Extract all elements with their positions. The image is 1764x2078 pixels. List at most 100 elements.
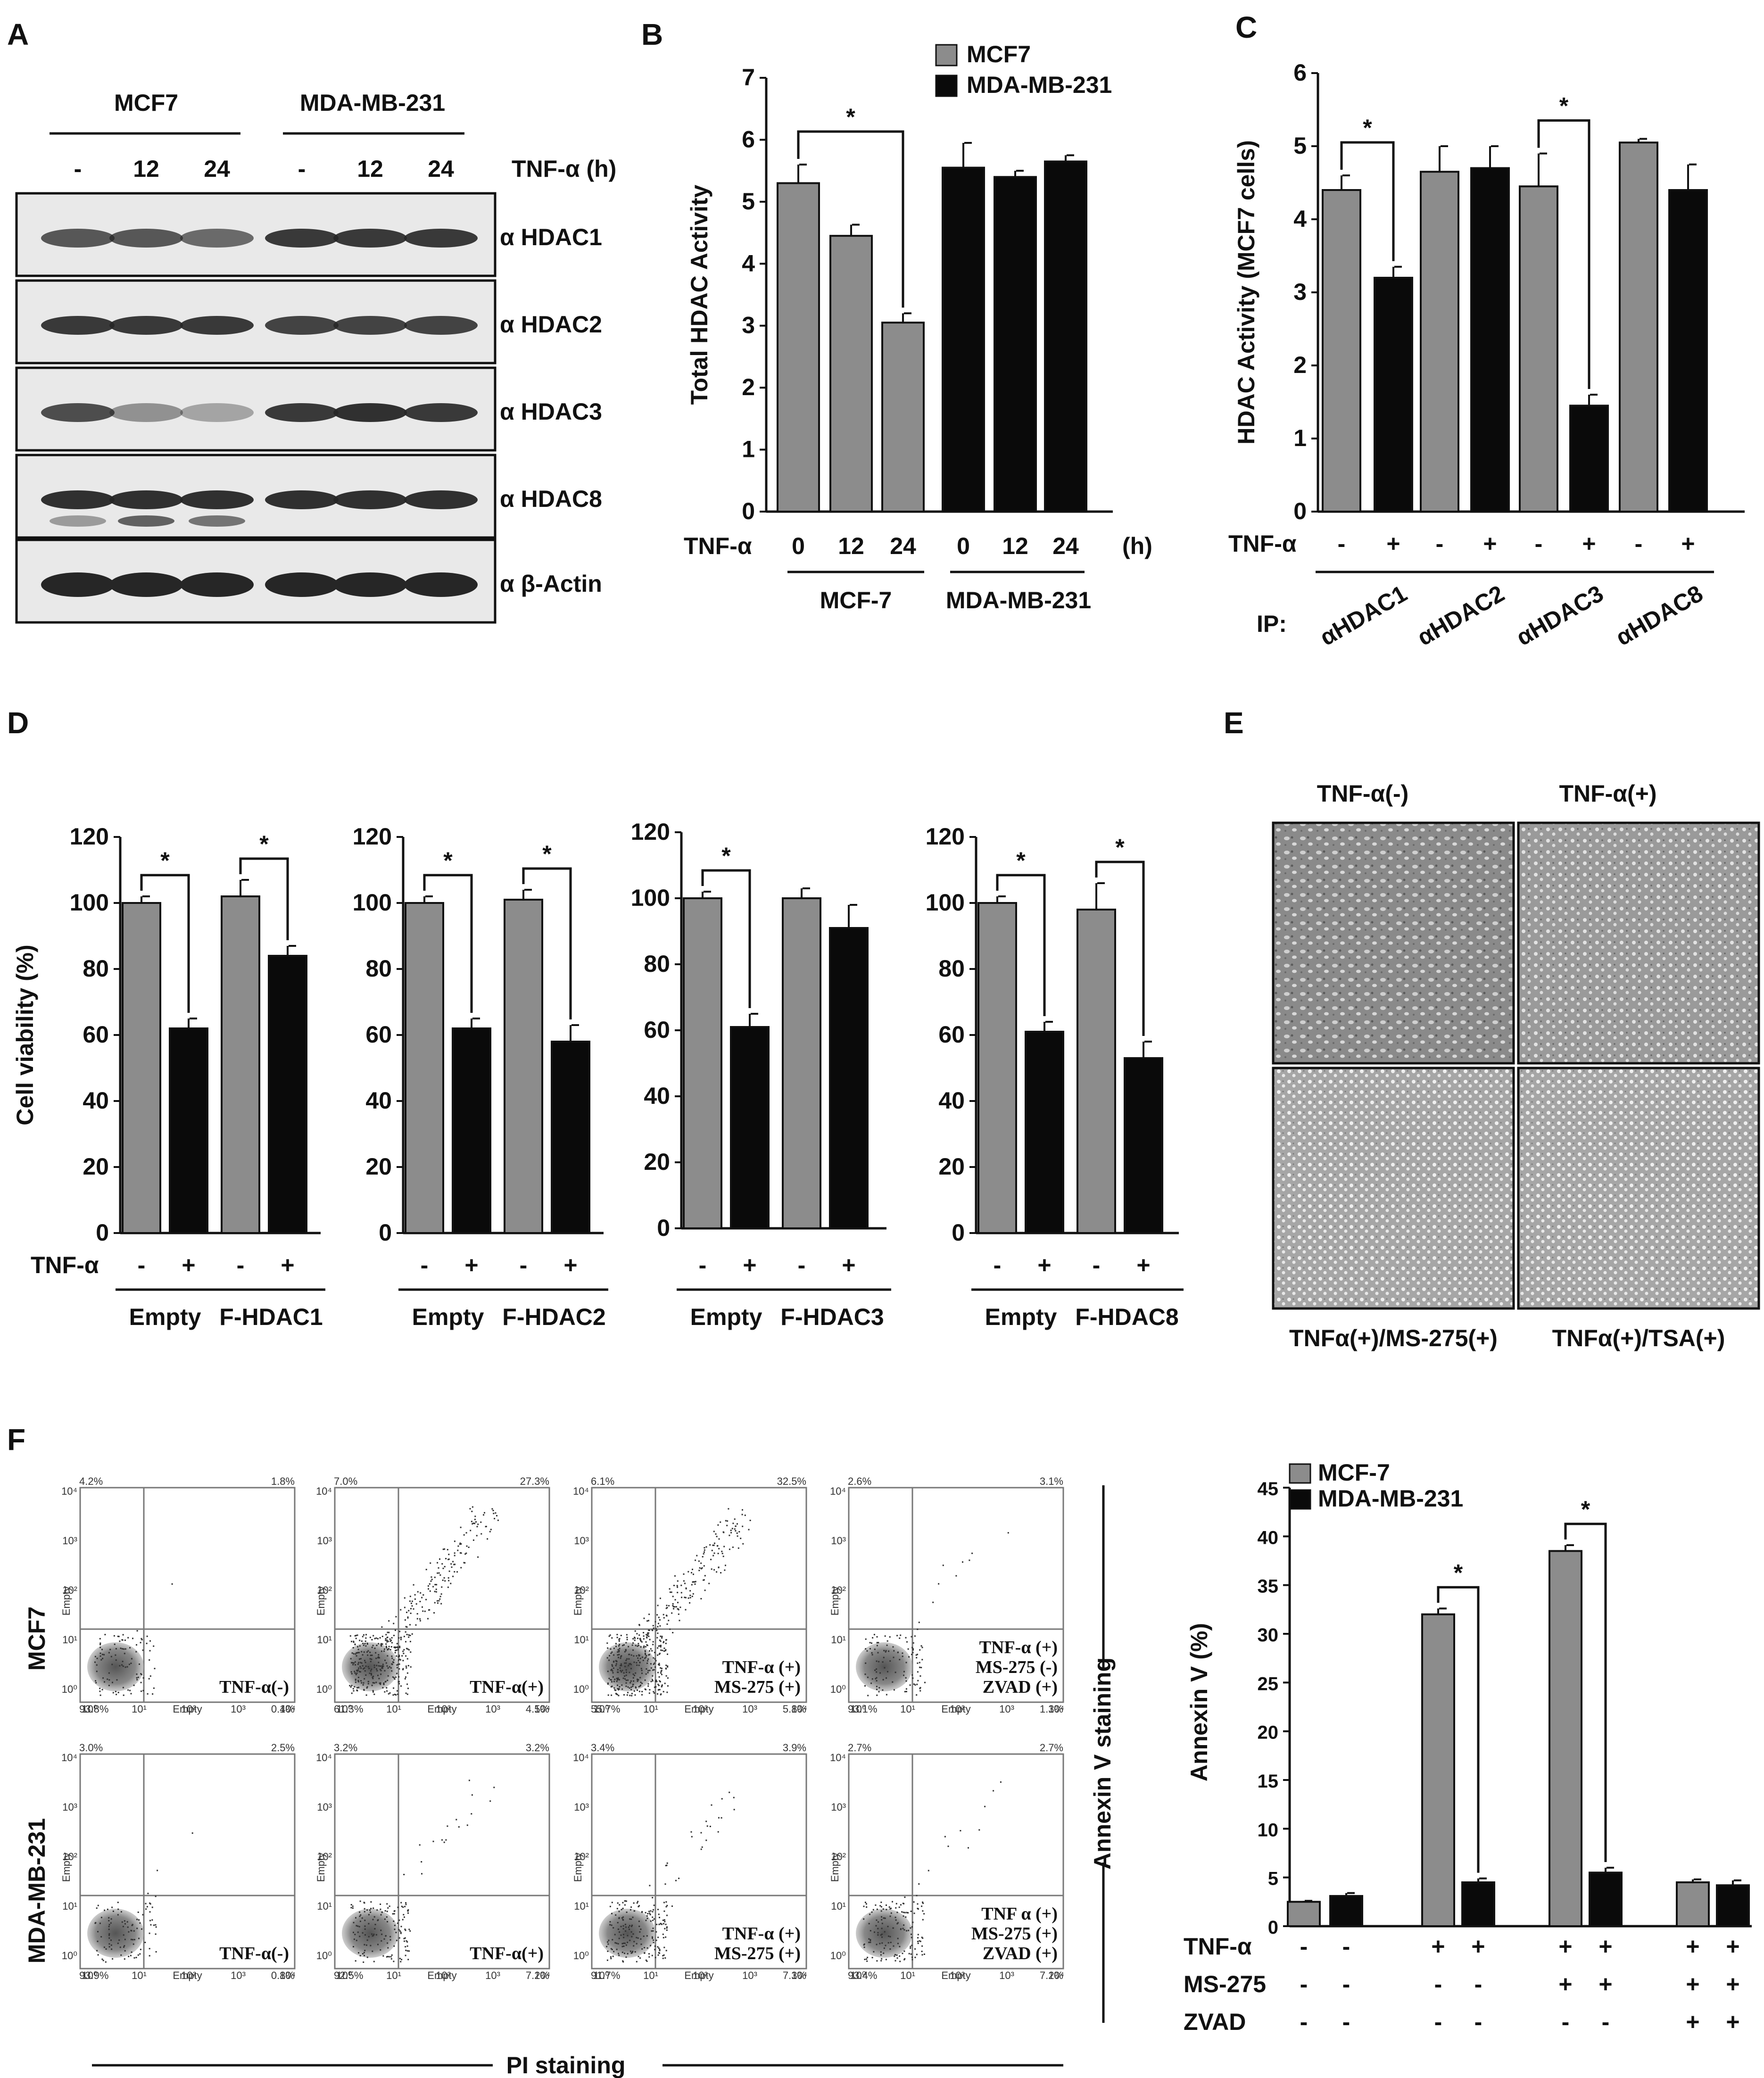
bar	[221, 895, 260, 1234]
micrograph-tnf-positive	[1517, 821, 1760, 1065]
flow-x-tick: 10³	[231, 1970, 246, 1981]
group-label: Empty	[985, 1304, 1057, 1330]
y-tick-label: 100	[353, 889, 392, 916]
y-tick-label: 0	[952, 1219, 965, 1246]
quadrant-pct: 2.6%	[848, 1475, 871, 1487]
bar	[1676, 1881, 1710, 1927]
x-tick-label: 0	[957, 533, 970, 559]
flow-y-axis-name: Empty	[829, 1853, 841, 1882]
flow-x-tick: 10²	[181, 1970, 196, 1981]
flow-x-tick: 10³	[742, 1703, 757, 1715]
ip-group-label: αHDAC2	[1413, 580, 1509, 651]
significance-bracket	[996, 874, 1046, 1016]
condition-mark: +	[1471, 1933, 1485, 1960]
quadrant-pct: 7.2%	[526, 1970, 549, 1981]
flow-y-axis-name: Empty	[315, 1586, 327, 1615]
legend-swatch	[935, 44, 958, 66]
chart-c: 0 1 2 3 4 5 6 * * C HDAC Activity (MCF7 cells) TNF-…	[1228, 10, 1745, 651]
bar	[1549, 1550, 1582, 1927]
bar	[881, 322, 925, 513]
quadrant-pct: 1.3%	[1040, 1703, 1063, 1715]
flow-x-tick: 10¹	[900, 1970, 915, 1981]
bar	[777, 182, 820, 513]
condition-mark: -	[1602, 2009, 1610, 2035]
y-tick-label: 60	[365, 1021, 392, 1048]
cell-population	[856, 1642, 912, 1691]
bar	[1619, 141, 1658, 513]
flow-y-tick: 10²	[62, 1851, 77, 1863]
x-tick-label: -	[1338, 530, 1346, 557]
panel-e: E TNF-α(-) TNF-α(+) TNFα(+)/MS-275(+) TN…	[1224, 706, 1760, 1351]
flow-y-tick: 10³	[62, 1535, 77, 1547]
x-tick-label: +	[1386, 530, 1400, 557]
blot-band	[333, 316, 407, 335]
lane-label: 24	[428, 156, 454, 182]
panel-f: F MCF7 MDA-MB-231 4.2% 1.8% 93.8% 0.4% 10⁰ 10…	[7, 1423, 1116, 2078]
panel-a-treatment: TNF-α (h)	[512, 156, 616, 182]
x-tick-label: 24	[1052, 533, 1079, 559]
bar	[1025, 1031, 1064, 1234]
bar	[1287, 1901, 1321, 1927]
flow-y-tick: 10⁴	[316, 1752, 332, 1763]
quadrant-pct: 3.1%	[1040, 1475, 1063, 1487]
bar	[829, 235, 873, 513]
flow-y-tick: 10⁴	[830, 1752, 846, 1763]
flow-y-tick: 10²	[574, 1584, 589, 1596]
significance-star: *	[1115, 834, 1125, 861]
flow-condition-label: TNF-α (+)	[722, 1924, 801, 1944]
flow-y-tick: 10⁰	[62, 1950, 77, 1962]
significance-star: *	[1559, 93, 1569, 119]
flow-y-tick: 10³	[62, 1801, 77, 1813]
flow-y-tick: 10⁰	[316, 1683, 332, 1695]
flow-y-tick: 10⁴	[316, 1485, 332, 1497]
x-tick-label: 12	[838, 533, 864, 559]
y-tick-label: 0	[379, 1219, 392, 1246]
significance-star: *	[1363, 115, 1372, 141]
y-tick-label: 7	[742, 64, 755, 91]
flow-y-tick: 10¹	[831, 1634, 846, 1646]
y-tick-label: 20	[1258, 1722, 1279, 1743]
flow-x-tick: 10³	[742, 1970, 757, 1981]
flow-y-tick: 10³	[317, 1535, 332, 1547]
condition-mark: -	[1474, 1971, 1482, 1997]
y-tick-label: 100	[926, 889, 965, 916]
flow-y-tick: 10³	[317, 1801, 332, 1813]
x-tick-label: +	[1483, 530, 1497, 557]
condition-mark: +	[1558, 1971, 1572, 1997]
flow-condition-label: TNF α (+)	[981, 1904, 1058, 1924]
y-tick-label: 60	[83, 1021, 109, 1048]
quadrant-pct: 61.3%	[334, 1703, 363, 1715]
flow-y-tick: 10⁰	[830, 1950, 846, 1962]
blot-band	[333, 490, 407, 509]
y-tick-label: 30	[1258, 1625, 1279, 1646]
quadrant-pct: 27.3%	[520, 1475, 549, 1487]
condition-mark: +	[1726, 2009, 1739, 2035]
row-label: TNF-α	[1228, 530, 1297, 557]
bar	[994, 176, 1037, 513]
chart-f: 0 5 10 15 20 25 30 35 40 45 * * Annexin V (%) MCF-7MD…	[1184, 1459, 1752, 2035]
blot-band	[41, 490, 115, 509]
x-tick-label: -	[1093, 1252, 1101, 1278]
condition-mark: +	[1686, 1971, 1699, 1997]
flow-x-tick: 10⁰	[336, 1703, 352, 1715]
bar	[683, 897, 722, 1229]
significance-star: *	[259, 831, 269, 857]
x-tick-label: 24	[890, 533, 916, 559]
quadrant-pct: 93.8%	[79, 1703, 108, 1715]
y-tick-label: 20	[365, 1153, 392, 1180]
chart-d3: 0 20 40 60 80 100 120 * - + - + Empty F-HDAC3	[631, 819, 891, 1330]
condition-mark: -	[1342, 1971, 1350, 1997]
flow-x-tick: 10²	[950, 1703, 965, 1715]
blot-band	[265, 572, 339, 597]
panel-e-label-ms275: TNFα(+)/MS-275(+)	[1289, 1325, 1498, 1351]
legend-label: MCF-7	[1318, 1459, 1390, 1486]
y-tick-label: 35	[1258, 1576, 1279, 1597]
significance-bracket	[797, 130, 904, 308]
significance-bracket	[423, 874, 473, 1013]
quadrant-pct: 55.7%	[591, 1703, 620, 1715]
blot-label: α HDAC1	[500, 224, 602, 250]
flow-y-tick: 10¹	[831, 1900, 846, 1912]
quadrant-pct: 1.8%	[271, 1475, 295, 1487]
group-label: MCF-7	[820, 587, 892, 613]
